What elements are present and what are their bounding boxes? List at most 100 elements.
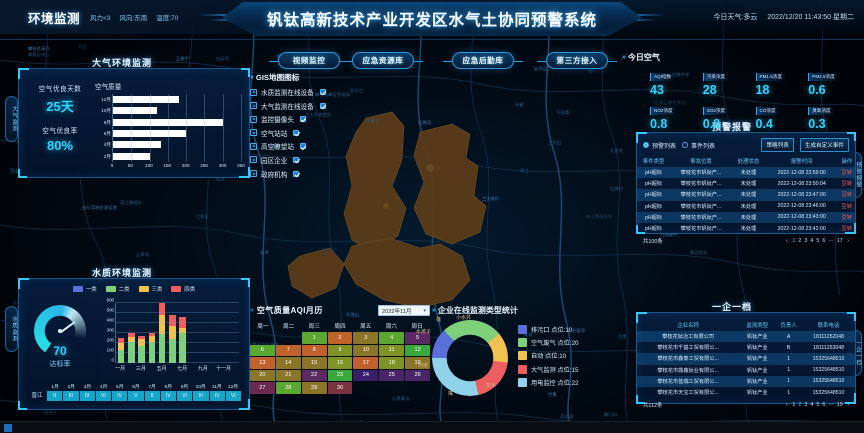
water-side-tab[interactable]: 水质监测: [5, 306, 18, 352]
alarm-cell-op[interactable]: 豆转: [838, 189, 855, 201]
page-number[interactable]: 4: [810, 238, 814, 245]
calendar-day-cell[interactable]: 24: [353, 369, 379, 381]
page-number[interactable]: 17: [836, 238, 843, 245]
table-row[interactable]: 攀枝花钛冶工有限公司 钒钛产业 A 18111252048: [637, 331, 855, 343]
page-number[interactable]: 5: [816, 238, 820, 245]
calendar-day-cell[interactable]: 27: [250, 382, 275, 394]
page-number[interactable]: ···: [828, 238, 834, 245]
gis-layer-item[interactable]: 高空瞭望站: [250, 141, 360, 151]
calendar-day-cell[interactable]: 20: [250, 369, 275, 381]
table-row[interactable]: 攀枝花市天宝工贸有限公... 钒钛产业 1 15325648510: [637, 387, 855, 398]
table-row[interactable]: pH超标 攀枝花市钒钛产... 未处理 2022-12-08 23:46:00 豆转: [637, 201, 855, 212]
prev-page-icon[interactable]: ‹: [786, 238, 788, 245]
gis-layer-item[interactable]: 空气站站: [250, 128, 360, 138]
calendar-day-cell[interactable]: 6: [250, 344, 275, 356]
gis-layer-item[interactable]: 政府机构: [250, 169, 360, 179]
next-page-icon[interactable]: ›: [847, 238, 849, 245]
alarm-cell-op[interactable]: 豆转: [841, 226, 852, 233]
calendar-day-cell[interactable]: 30: [327, 382, 353, 394]
calendar-day-cell[interactable]: 26: [405, 369, 430, 381]
strategy-list-button[interactable]: 策略列表: [761, 138, 794, 152]
radio-event-list[interactable]: 事件列表: [682, 141, 715, 150]
table-row[interactable]: pH超标 攀枝花市钒钛产... 未处理 2022-12-08 23:47:00 豆转: [637, 189, 855, 201]
nav-button-3[interactable]: 应急后勤库: [443, 52, 523, 69]
page-number[interactable]: 3: [804, 238, 808, 245]
gis-layer-item[interactable]: 园区企业: [250, 155, 360, 165]
nav-button-2[interactable]: 应急资源库: [343, 52, 423, 69]
calendar-day-cell[interactable]: 8: [301, 344, 327, 356]
calendar-day-cell[interactable]: 11: [379, 344, 405, 356]
page-number[interactable]: 1: [792, 402, 796, 409]
calendar-day-cell[interactable]: 16: [327, 357, 353, 369]
nav-button-4[interactable]: 第三方接入: [537, 52, 617, 69]
calendar-day-cell[interactable]: 21: [275, 369, 301, 381]
page-number[interactable]: 6: [822, 402, 826, 409]
calendar-day-cell[interactable]: 23: [327, 369, 353, 381]
table-row[interactable]: 攀枝花市蓝瑞工贸有限公... 钒钛产业 1 15325648510: [637, 375, 855, 387]
gis-layer-item[interactable]: 监控摄像头: [250, 114, 360, 124]
alarm-cell-op[interactable]: 豆转: [841, 203, 852, 210]
page-number[interactable]: 19: [836, 402, 843, 409]
radio-warning-list[interactable]: 预警列表: [643, 141, 676, 150]
calendar-day-cell[interactable]: 3: [353, 332, 379, 344]
layer-icon: [250, 115, 257, 123]
calendar-day-cell[interactable]: 25: [379, 369, 405, 381]
calendar-day-cell[interactable]: 10: [353, 344, 379, 356]
page-number[interactable]: 2: [798, 238, 802, 245]
table-row[interactable]: pH超标 攀枝花市钒钛产... 未处理 2022-12-08 23:59:00 豆转: [637, 167, 855, 179]
calendar-day-cell[interactable]: 14: [275, 357, 301, 369]
table-row[interactable]: 攀枝花市鼎鑫钛业有限公... 钒钛产业 1 15325648510: [637, 365, 855, 376]
calendar-day-cell[interactable]: 12: [405, 344, 430, 356]
alarm-cell-op[interactable]: 豆转: [841, 181, 852, 188]
page-number[interactable]: 4: [810, 402, 814, 409]
layer-checkbox[interactable]: [293, 170, 300, 177]
calendar-day-cell[interactable]: 18: [379, 357, 405, 369]
next-page-icon[interactable]: ›: [847, 402, 849, 409]
alarm-cell-op[interactable]: 豆转: [838, 167, 855, 179]
calendar-day-cell[interactable]: 1: [301, 332, 327, 344]
page-number[interactable]: 5: [816, 402, 820, 409]
table-row[interactable]: pH超标 攀枝花市钒钛产... 未处理 2022-12-08 23:43:00 豆转: [637, 211, 855, 223]
page-number[interactable]: 1: [792, 238, 796, 245]
calendar-day-cell[interactable]: 28: [275, 382, 301, 394]
page-number[interactable]: 6: [822, 238, 826, 245]
gis-layer-item[interactable]: 大气监测在线设备: [250, 101, 360, 111]
calendar-day-cell[interactable]: 29: [301, 382, 327, 394]
donut-legend-item[interactable]: 空气废气 点位:20: [518, 338, 578, 348]
layer-checkbox[interactable]: [293, 156, 300, 163]
table-row[interactable]: pH超标 攀枝花市钒钛产... 未处理 2022-12-08 23:50:04 豆转: [637, 178, 855, 189]
calendar-day-cell[interactable]: 13: [250, 357, 275, 369]
donut-legend-item[interactable]: 排污口 点位:10: [518, 325, 578, 335]
air-side-tab[interactable]: 大气监测: [5, 96, 18, 142]
windows-start-icon[interactable]: [4, 424, 12, 432]
table-row[interactable]: 攀枝花市鑫泰工贸有限公... 钒钛产业 1 15325648510: [637, 353, 855, 365]
calendar-day-cell[interactable]: 7: [275, 344, 301, 356]
calendar-day-cell[interactable]: 9: [327, 344, 353, 356]
nav-button-1[interactable]: 视频监控: [269, 52, 349, 69]
table-row[interactable]: 攀枝花市千基工贸有限公... 钒钛产业 B 18111253048: [637, 342, 855, 353]
create-custom-event-button[interactable]: 生成自定义事件: [799, 138, 849, 152]
table-row[interactable]: pH超标 攀枝花市钒钛产... 未处理 2022-12-08 23:42:00 豆转: [637, 223, 855, 234]
donut-legend-item[interactable]: 用电监控 点位:22: [518, 377, 578, 387]
calendar-day-cell[interactable]: 17: [353, 357, 379, 369]
calendar-day-cell[interactable]: 22: [301, 369, 327, 381]
layer-checkbox[interactable]: [319, 89, 326, 95]
gis-layer-item[interactable]: 水质监测在线设备: [250, 87, 360, 97]
month-select[interactable]: 2022年11月 ▾: [378, 305, 430, 316]
page-number[interactable]: ···: [828, 402, 834, 409]
donut-legend-item[interactable]: 自动 点位:10: [518, 351, 578, 361]
calendar-day-cell[interactable]: 15: [301, 357, 327, 369]
layer-checkbox[interactable]: [299, 143, 306, 150]
layer-checkbox[interactable]: [319, 102, 326, 109]
donut-legend-item[interactable]: 大气监测 点位:15: [518, 364, 578, 374]
prev-page-icon[interactable]: ‹: [786, 402, 788, 409]
calendar-day-cell[interactable]: 4: [379, 332, 405, 344]
page-number[interactable]: 2: [798, 402, 802, 409]
chart-gridline: [222, 94, 224, 162]
layer-checkbox[interactable]: [299, 116, 306, 123]
os-taskbar[interactable]: [0, 421, 864, 433]
calendar-day-cell[interactable]: 2: [327, 332, 353, 344]
alarm-cell-op[interactable]: 豆转: [838, 211, 855, 223]
layer-checkbox[interactable]: [293, 129, 300, 136]
page-number[interactable]: 3: [804, 402, 808, 409]
